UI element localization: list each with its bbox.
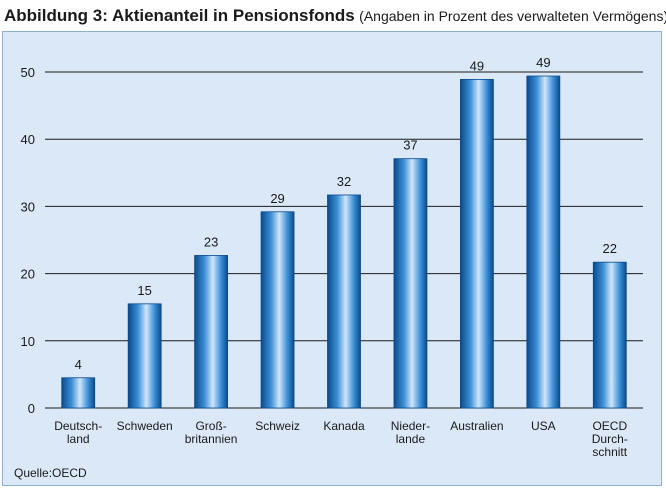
category-label-line-7-0: USA: [531, 419, 556, 433]
source-note: Quelle:OECD: [14, 466, 87, 480]
category-label-line-4-0: Kanada: [323, 419, 365, 433]
category-label-6: Australien: [450, 419, 503, 433]
bar-4: [327, 194, 361, 409]
data-label-7: 49: [536, 55, 550, 70]
category-label-line-8-2: schnitt: [592, 445, 627, 459]
category-label-7: USA: [531, 419, 556, 433]
bar-7: [526, 75, 561, 409]
bar-2: [194, 255, 229, 409]
bar-chart: 0 10 20 30 40 50 4 Deutsch-land 15 Schweden 23 Groß…: [21, 55, 643, 459]
figure-title-row: Abbildung 3: Aktienanteil in Pensionsfon…: [4, 2, 666, 30]
bar-5: [393, 158, 428, 409]
chart-panel: 0 10 20 30 40 50 4 Deutsch-land 15 Schweden 23 Groß…: [2, 31, 662, 486]
bar-8: [592, 261, 627, 409]
data-label-2: 23: [204, 234, 218, 249]
y-tick-label-50: 50: [21, 65, 35, 80]
bar-1: [127, 303, 162, 409]
y-tick-label-20: 20: [21, 267, 35, 282]
y-tick-label-30: 30: [21, 199, 35, 214]
category-label-line-8-0: OECD: [592, 419, 627, 433]
y-tick-label-0: 0: [28, 401, 35, 416]
figure-title: Abbildung 3: Aktienanteil in Pensionsfon…: [4, 6, 355, 25]
category-label-4: Kanada: [323, 419, 365, 433]
figure-subtitle: (Angaben in Prozent des verwalteten Verm…: [359, 8, 666, 24]
data-label-4: 32: [337, 174, 351, 189]
category-label-3: Schweiz: [255, 419, 300, 433]
data-label-0: 4: [75, 357, 82, 372]
category-label-line-0-1: land: [67, 432, 90, 446]
category-label-0: Deutsch-land: [54, 419, 102, 446]
category-label-line-5-0: Nieder-: [391, 419, 430, 433]
y-tick-label-40: 40: [21, 132, 35, 147]
category-label-line-2-0: Groß-: [195, 419, 226, 433]
bar-3: [260, 211, 295, 409]
data-label-8: 22: [603, 241, 617, 256]
data-label-1: 15: [137, 283, 151, 298]
category-label-5: Nieder-lande: [391, 419, 430, 446]
category-label-line-2-1: britannien: [185, 432, 238, 446]
bar-6: [459, 78, 494, 409]
category-label-line-0-0: Deutsch-: [54, 419, 102, 433]
category-label-line-5-1: lande: [396, 432, 426, 446]
category-label-8: OECD Durch-schnitt: [592, 419, 628, 459]
data-label-6: 49: [470, 58, 484, 73]
category-label-line-8-1: Durch-: [592, 432, 628, 446]
y-tick-label-10: 10: [21, 334, 35, 349]
data-label-5: 37: [403, 138, 417, 153]
category-label-1: Schweden: [117, 419, 173, 433]
bar-0: [61, 377, 96, 409]
category-label-line-3-0: Schweiz: [255, 419, 300, 433]
data-label-3: 29: [270, 191, 284, 206]
category-label-line-1-0: Schweden: [117, 419, 173, 433]
category-label-2: Groß-britannien: [185, 419, 238, 446]
category-label-line-6-0: Australien: [450, 419, 503, 433]
